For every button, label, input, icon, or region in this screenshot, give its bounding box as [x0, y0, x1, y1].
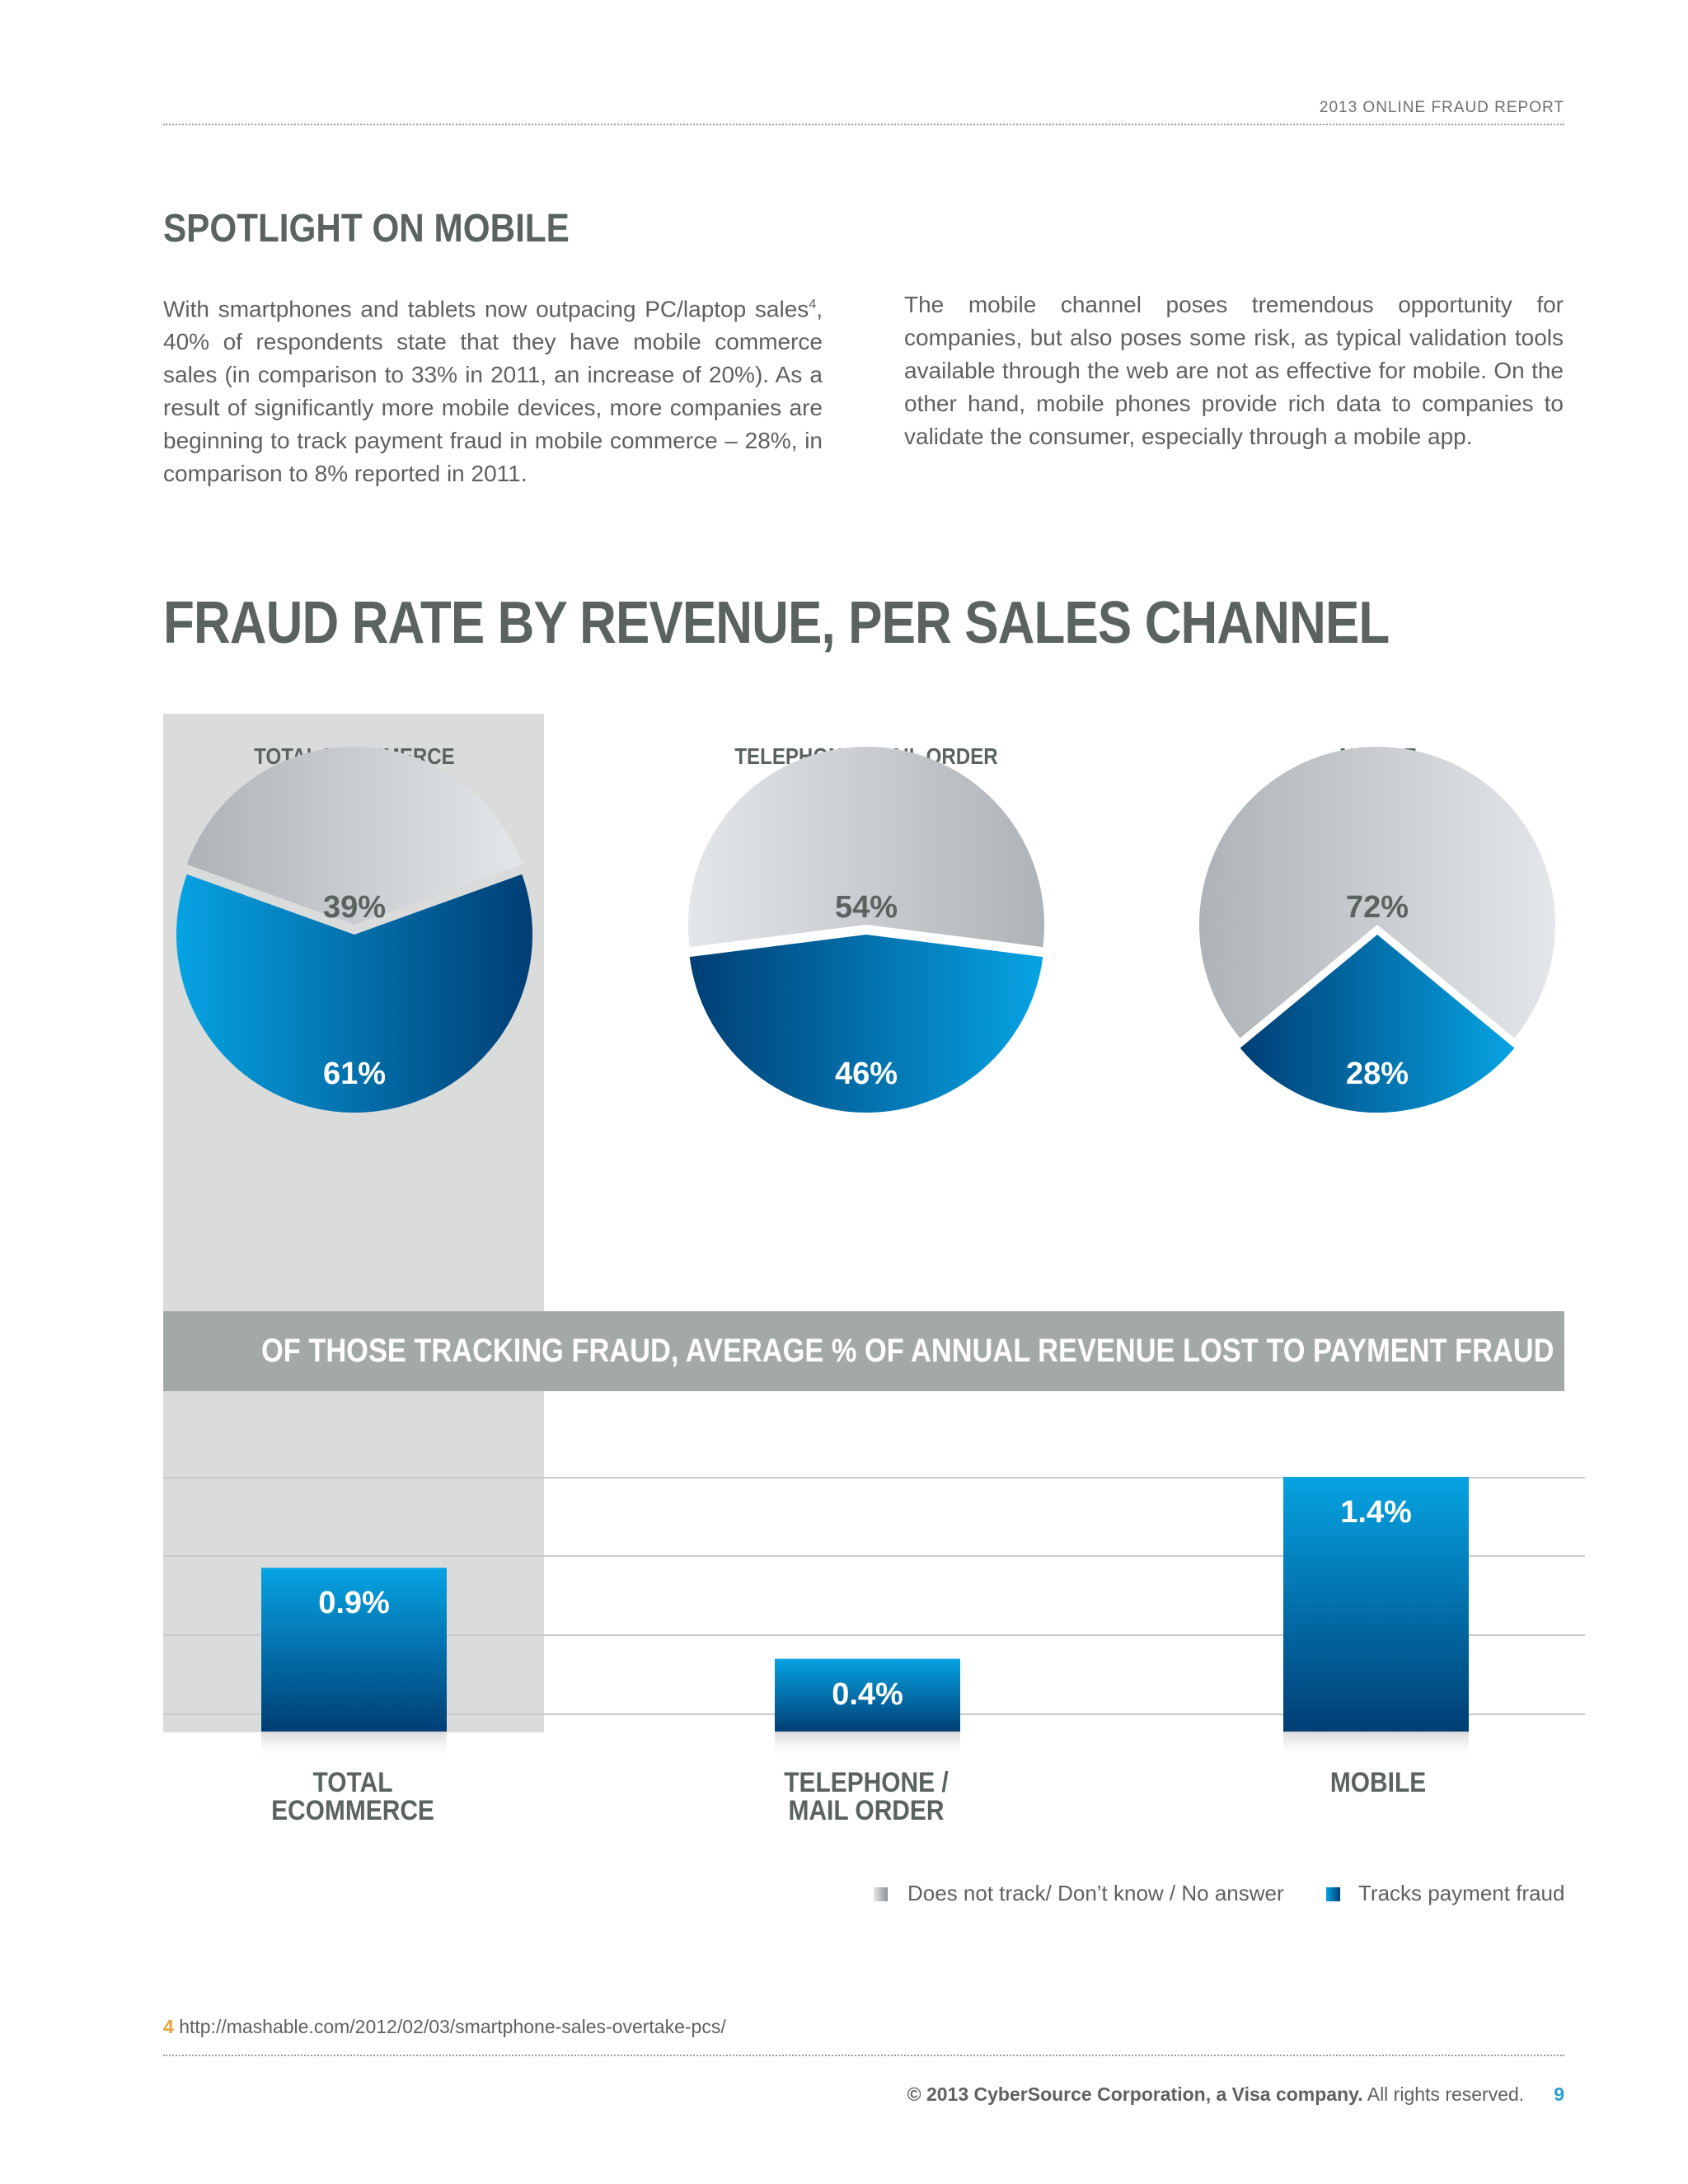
- footnote-link[interactable]: http://mashable.com/2012/02/03/smartphon…: [179, 2016, 726, 2037]
- footer-divider: [163, 2055, 1564, 2056]
- pie-slice-mobile-not-tracking: [1198, 747, 1555, 1038]
- bar-shadow: [261, 1732, 447, 1760]
- bar-total-ecommerce: [261, 1568, 447, 1732]
- pie-value-label-telephone-mail-tracks: 46%: [835, 1057, 898, 1091]
- pie-slice-telephone-mail-tracks: [689, 935, 1043, 1113]
- footnote: 4 http://mashable.com/2012/02/03/smartph…: [163, 2016, 726, 2037]
- body-column-left: With smartphones and tablets now outpaci…: [163, 296, 823, 487]
- page-number: 9: [1554, 2083, 1564, 2105]
- category-label-mobile: MOBILE: [1329, 1767, 1427, 1798]
- section-title: SPOTLIGHT ON MOBILE: [163, 207, 570, 251]
- pie-value-label-mobile-not-tracking: 72%: [1346, 890, 1409, 925]
- bar-chart-title: OF THOSE TRACKING FRAUD, AVERAGE % OF AN…: [261, 1333, 1554, 1369]
- legend-swatch-not-tracking: [874, 1887, 888, 1901]
- bar-value-label: 1.4%: [1340, 1495, 1412, 1530]
- bar-shadow: [775, 1732, 960, 1760]
- bar-value-label: 0.4%: [832, 1676, 903, 1712]
- pie-value-label-telephone-mail-not-tracking: 54%: [835, 890, 898, 925]
- pie-slice-mobile-tracks: [1240, 935, 1515, 1113]
- footer: © 2013 CyberSource Corporation, a Visa c…: [907, 2083, 1564, 2105]
- legend-swatch-tracks: [1326, 1887, 1340, 1901]
- bar-value-label: 0.9%: [318, 1586, 390, 1621]
- bar-chart-banner: [163, 1311, 1564, 1391]
- pie-value-label-mobile-tracks: 28%: [1346, 1057, 1409, 1091]
- category-label-total-ecommerce: TOTAL ECOMMERCE: [271, 1767, 434, 1826]
- gridline: [163, 1477, 1585, 1479]
- pie-slice-telephone-mail-not-tracking: [687, 746, 1044, 948]
- bar-telephone-mail: [775, 1658, 960, 1732]
- report-title: 2013 ONLINE FRAUD REPORT: [1319, 99, 1564, 116]
- category-label-telephone-mail: TELEPHONE / MAIL ORDER: [784, 1767, 949, 1826]
- pie-slice-total-ecommerce-not-tracking: [186, 747, 523, 925]
- bar-mobile: [1283, 1477, 1469, 1732]
- legend-label-not-tracking: Does not track/ Don’t know / No answer: [907, 1881, 1284, 1905]
- header-divider: [163, 124, 1564, 125]
- gridline: [163, 1634, 1585, 1636]
- legend-label-tracks: Tracks payment fraud: [1358, 1881, 1565, 1905]
- footnote-ref: 4: [809, 298, 817, 312]
- pie-value-label-total-ecommerce-not-tracking: 39%: [323, 890, 386, 925]
- bar-shadow: [1283, 1732, 1469, 1760]
- body-column-right: The mobile channel poses tremendous oppo…: [904, 292, 1564, 449]
- gridline: [163, 1555, 1585, 1557]
- pie-value-label-total-ecommerce-tracks: 61%: [323, 1057, 386, 1091]
- chart-title: FRAUD RATE BY REVENUE, PER SALES CHANNEL: [163, 590, 1390, 656]
- pie-slice-total-ecommerce-tracks: [176, 874, 532, 1113]
